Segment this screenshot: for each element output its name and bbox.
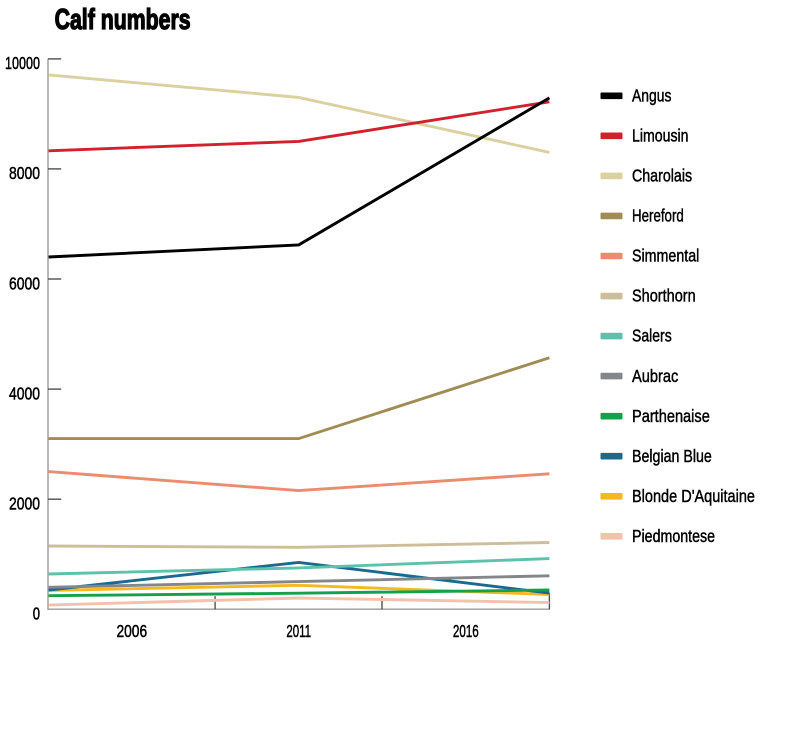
svg-text:Aubrac: Aubrac: [632, 366, 679, 386]
svg-text:Shorthorn: Shorthorn: [632, 286, 696, 306]
svg-text:Calf numbers: Calf numbers: [55, 3, 191, 35]
svg-text:0: 0: [33, 604, 40, 624]
svg-text:Piedmontese: Piedmontese: [632, 526, 715, 546]
svg-text:Hereford: Hereford: [632, 206, 684, 226]
svg-text:2000: 2000: [9, 494, 40, 514]
svg-text:Salers: Salers: [632, 326, 672, 346]
svg-text:Blonde D'Aquitaine: Blonde D'Aquitaine: [632, 486, 755, 506]
svg-text:Limousin: Limousin: [632, 125, 689, 145]
svg-text:10000: 10000: [5, 53, 40, 73]
svg-text:Parthenaise: Parthenaise: [632, 406, 710, 426]
svg-text:6000: 6000: [9, 273, 40, 293]
svg-text:2016: 2016: [453, 621, 479, 641]
svg-text:Belgian Blue: Belgian Blue: [632, 446, 712, 466]
svg-text:2006: 2006: [116, 621, 147, 641]
svg-text:Simmental: Simmental: [632, 246, 699, 266]
svg-text:Charolais: Charolais: [632, 166, 692, 186]
svg-text:4000: 4000: [9, 383, 40, 403]
svg-text:Angus: Angus: [632, 85, 672, 105]
svg-text:2011: 2011: [286, 621, 311, 641]
svg-text:8000: 8000: [9, 163, 40, 183]
